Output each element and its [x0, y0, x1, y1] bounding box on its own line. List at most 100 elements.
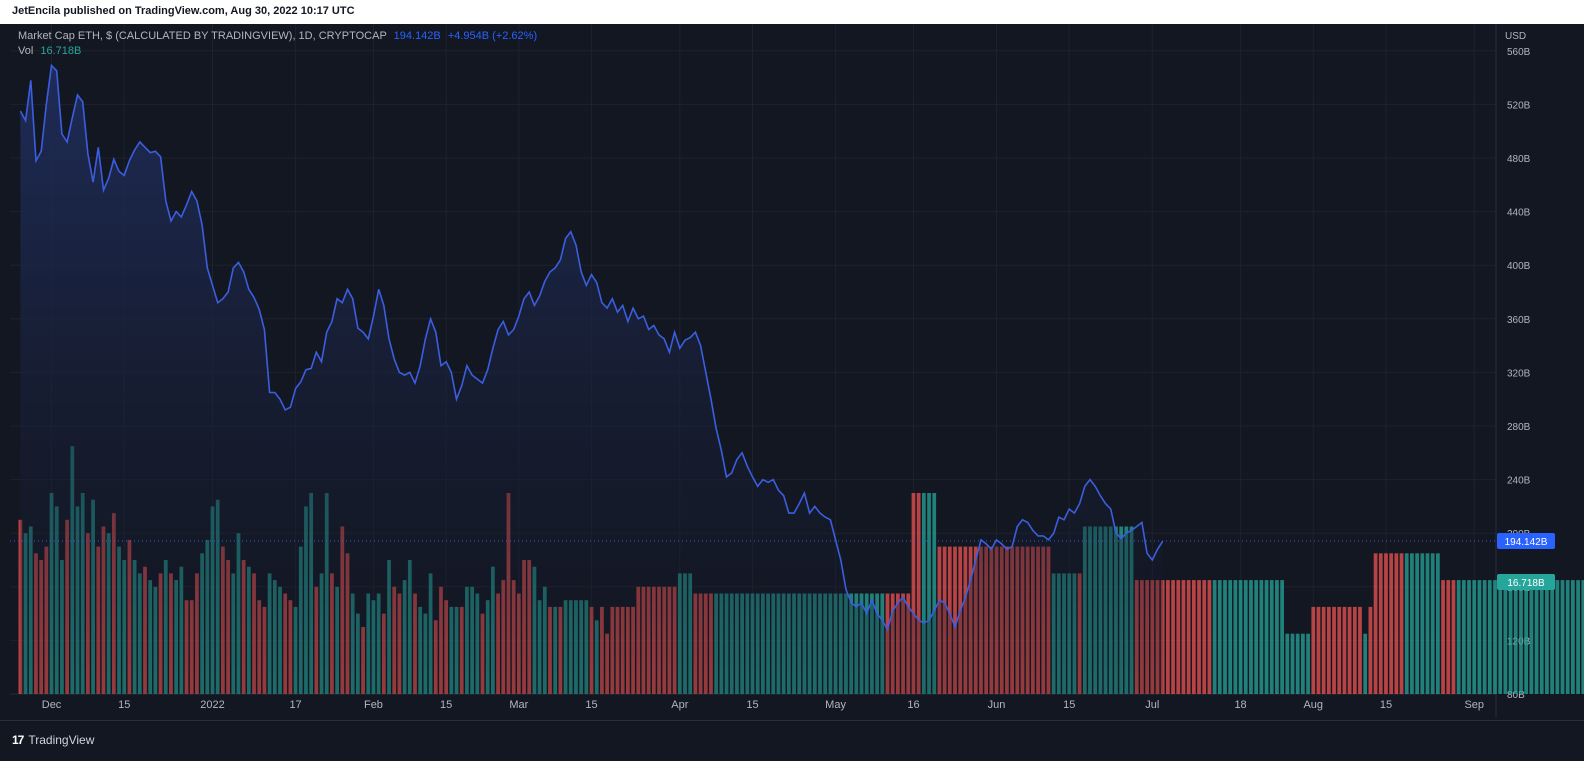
volume-bar [1539, 580, 1544, 694]
x-tick-label: 15 [746, 699, 758, 711]
volume-bar [1186, 580, 1191, 694]
volume-bar [1264, 580, 1269, 694]
x-tick-label: Sep [1464, 699, 1484, 711]
volume-bar [1550, 580, 1554, 694]
volume-bar [1233, 580, 1238, 694]
vol-tag: 16.718B [1507, 578, 1545, 589]
volume-bar [1441, 580, 1445, 694]
volume-bar [1430, 553, 1435, 694]
volume-bar [1238, 580, 1243, 694]
volume-bar [1254, 580, 1259, 694]
volume-bar [1316, 606, 1321, 694]
vol-tag-bg [1497, 573, 1555, 590]
x-tick-label: Aug [1303, 699, 1323, 711]
publisher-line: JetEncila published on TradingView.com, … [12, 5, 355, 17]
y-tick-label: 280B [1507, 422, 1531, 433]
x-tick-label: 15 [1380, 699, 1392, 711]
volume-bar [953, 546, 957, 694]
volume-bar [911, 493, 916, 694]
volume-bar [1534, 580, 1539, 694]
volume-bar [1519, 580, 1523, 694]
volume-bar [1378, 553, 1383, 694]
last-value: 194.142B [393, 30, 441, 42]
volume-bar [1503, 580, 1508, 694]
volume-bar [1389, 553, 1394, 694]
volume-bar [1493, 580, 1497, 694]
volume-bar [1436, 553, 1440, 694]
volume-bar [1420, 553, 1425, 694]
volume-bar [1545, 580, 1549, 694]
volume-bar [1394, 553, 1399, 694]
volume-bar [1487, 580, 1492, 694]
volume-bar [1342, 606, 1347, 694]
volume-bar [1191, 580, 1196, 694]
volume-bar [1176, 580, 1181, 694]
volume-bar [1498, 580, 1503, 694]
volume-bar [1269, 580, 1274, 694]
vol-label: Vol [18, 45, 34, 57]
volume-bar [1306, 633, 1310, 694]
price-tag-bg [1497, 533, 1555, 550]
volume-bar [1347, 606, 1352, 694]
volume-bar [1202, 580, 1207, 694]
volume-bar [1560, 580, 1565, 694]
volume-bar [1508, 580, 1513, 694]
volume-bar [1217, 580, 1222, 694]
volume-bar [1197, 580, 1201, 694]
y-tick-label: 80B [1507, 690, 1525, 701]
x-tick-label: Jun [988, 699, 1006, 711]
volume-bar [1290, 633, 1295, 694]
x-tick-label: 18 [1234, 699, 1246, 711]
symbol-title: Market Cap ETH, $ (CALCULATED BY TRADING… [18, 30, 387, 42]
volume-bar [1259, 580, 1264, 694]
tradingview-logo-icon: 17 [12, 733, 24, 747]
volume-bar [1337, 606, 1342, 694]
price-chart[interactable]: 560B520B480B440B400B360B320B280B240B200B… [0, 24, 1584, 720]
price-tag: 194.142B [1505, 537, 1548, 548]
price-line [19, 63, 1164, 632]
volume-bar [1410, 553, 1414, 694]
volume-bar [1326, 606, 1331, 694]
y-tick-label: 240B [1507, 476, 1531, 487]
volume-bar [1301, 633, 1305, 694]
volume-bar [1212, 580, 1217, 694]
volume-bar [1467, 580, 1471, 694]
volume-bar [1446, 580, 1451, 694]
y-tick-label: 440B [1507, 208, 1531, 219]
x-tick-label: May [825, 699, 846, 711]
volume-bar [1529, 580, 1534, 694]
volume-bar [1513, 580, 1518, 694]
x-tick-label: Jul [1145, 699, 1159, 711]
volume-bar [1576, 580, 1580, 694]
price-area [20, 65, 1163, 694]
volume-bar [932, 493, 937, 694]
volume-bar [1171, 580, 1175, 694]
volume-bar [1228, 580, 1233, 694]
y-tick-label: 360B [1507, 315, 1531, 326]
volume-legend: Vol 16.718B [18, 45, 81, 57]
x-tick-label: 15 [440, 699, 452, 711]
volume-bar [1275, 580, 1279, 694]
volume-bar [1456, 580, 1461, 694]
vol-value: 16.718B [40, 45, 82, 57]
volume-bar [1404, 553, 1409, 694]
volume-bar [18, 519, 23, 694]
x-tick-label: Feb [364, 699, 383, 711]
volume-bar [1295, 633, 1300, 694]
tradingview-logo[interactable]: 17 TradingView [12, 733, 94, 747]
volume-bar [1399, 553, 1404, 694]
volume-bar [1358, 606, 1362, 694]
volume-bar [1555, 580, 1560, 694]
volume-bar [1332, 606, 1336, 694]
volume-bar [1373, 553, 1378, 694]
volume-bar [1581, 580, 1584, 694]
volume-bar [1524, 580, 1529, 694]
volume-bar [1571, 580, 1575, 694]
volume-bar [1363, 633, 1368, 694]
volume-bar [1425, 553, 1430, 694]
x-tick-label: 16 [907, 699, 919, 711]
tradingview-logo-text: TradingView [28, 733, 95, 747]
x-tick-label: Dec [42, 699, 62, 711]
y-tick-label: 560B [1507, 47, 1531, 58]
x-tick-label: Apr [671, 699, 688, 711]
